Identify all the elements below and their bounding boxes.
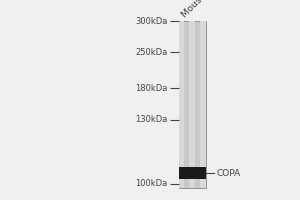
Text: COPA: COPA: [216, 168, 240, 178]
Bar: [189, 21, 195, 188]
Text: 100kDa: 100kDa: [136, 179, 168, 188]
Text: Mouse liver: Mouse liver: [180, 0, 225, 19]
Text: 130kDa: 130kDa: [135, 116, 168, 124]
Text: 250kDa: 250kDa: [136, 48, 168, 57]
Bar: [178, 21, 206, 188]
Text: 180kDa: 180kDa: [135, 84, 168, 93]
Bar: [178, 21, 184, 188]
Bar: [200, 21, 206, 188]
Bar: [178, 167, 206, 179]
Text: 300kDa: 300kDa: [135, 17, 168, 25]
